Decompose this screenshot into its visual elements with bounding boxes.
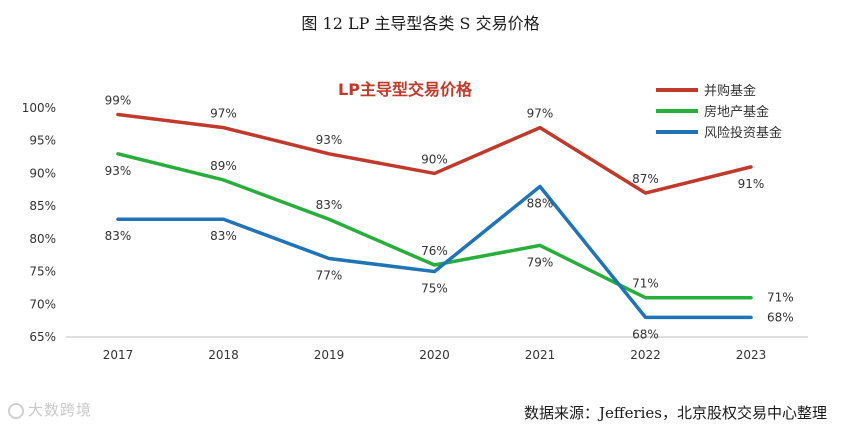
data-label: 83% xyxy=(316,198,343,212)
data-label: 99% xyxy=(105,94,132,108)
data-label: 71% xyxy=(767,291,794,305)
data-label: 83% xyxy=(105,229,132,243)
y-tick-label: 80% xyxy=(29,232,56,246)
legend-label-2: 房地产基金 xyxy=(704,104,769,120)
legend-label-1: 并购基金 xyxy=(704,83,756,99)
figure-title: 图 12 LP 主导型各类 S 交易价格 xyxy=(301,14,540,33)
y-tick-label: 85% xyxy=(29,199,56,213)
data-label: 76% xyxy=(421,244,448,258)
data-label: 77% xyxy=(316,268,343,282)
chart-title: LP主导型交易价格 xyxy=(338,80,473,99)
data-label: 71% xyxy=(632,277,659,291)
watermark-text: 大数跨境 xyxy=(28,401,93,419)
y-tick-label: 65% xyxy=(29,330,56,344)
y-tick-label: 75% xyxy=(29,265,56,279)
x-tick-label: 2017 xyxy=(103,348,134,362)
data-label: 79% xyxy=(527,255,554,269)
series-line-3 xyxy=(116,184,753,320)
y-tick-label: 95% xyxy=(29,134,56,148)
legend-label-3: 风险投资基金 xyxy=(704,125,782,141)
x-tick-label: 2018 xyxy=(208,348,239,362)
data-label: 68% xyxy=(632,327,659,341)
data-label: 87% xyxy=(632,172,659,186)
y-tick-label: 100% xyxy=(22,101,56,115)
watermark-logo-icon xyxy=(8,402,24,419)
y-tick-label: 70% xyxy=(29,297,56,311)
y-tick-label: 90% xyxy=(29,166,56,180)
data-label: 88% xyxy=(527,197,554,211)
data-label: 68% xyxy=(767,310,794,324)
x-tick-label: 2019 xyxy=(314,348,345,362)
x-tick-label: 2022 xyxy=(630,348,661,362)
data-label: 93% xyxy=(316,133,343,147)
source-note: 数据来源：Jefferies，北京股权交易中心整理 xyxy=(524,404,827,422)
watermark: 大数跨境 xyxy=(8,399,92,420)
data-label: 75% xyxy=(421,282,448,296)
data-label: 97% xyxy=(210,107,237,121)
line-chart: LP主导型交易价格 65% 70% 75% 80% 85% 90% 95% 100% 2017 2… xyxy=(22,80,808,362)
data-label: 83% xyxy=(210,229,237,243)
data-label: 93% xyxy=(105,164,132,178)
series-line-2 xyxy=(116,152,753,300)
x-tick-label: 2023 xyxy=(736,348,767,362)
data-label: 90% xyxy=(421,152,448,166)
data-label: 91% xyxy=(738,177,765,191)
data-label: 89% xyxy=(210,159,237,173)
data-label: 97% xyxy=(527,107,554,121)
x-tick-label: 2021 xyxy=(525,348,556,362)
x-tick-label: 2020 xyxy=(419,348,450,362)
series-line-1 xyxy=(116,112,753,195)
